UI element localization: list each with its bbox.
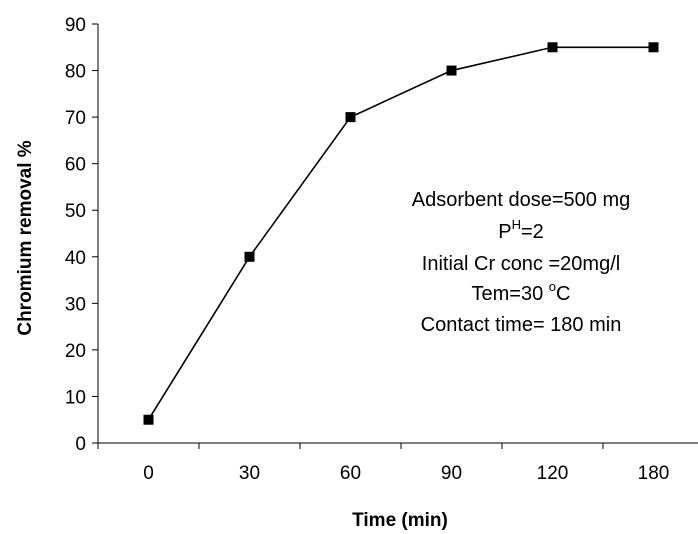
y-tick-label: 90 bbox=[65, 15, 86, 36]
annotation-temp-unit: C bbox=[556, 283, 570, 305]
x-tick-label: 180 bbox=[638, 463, 670, 484]
y-tick-label: 20 bbox=[65, 341, 86, 362]
conditions-annotation: Adsorbent dose=500 mg PH=2 Initial Cr co… bbox=[412, 189, 631, 336]
y-axis: 0 10 20 30 40 50 60 70 80 90 bbox=[65, 15, 99, 455]
x-tick-label: 120 bbox=[537, 463, 569, 484]
series-group bbox=[143, 42, 659, 425]
annotation-ph-sup: H bbox=[512, 217, 521, 232]
annotation-adsorbent-dose: Adsorbent dose=500 mg bbox=[412, 189, 631, 211]
data-point-marker bbox=[648, 42, 659, 53]
y-tick-label: 10 bbox=[65, 387, 86, 408]
x-tick-label: 90 bbox=[441, 463, 462, 484]
y-axis-title: Chromium removal % bbox=[15, 140, 36, 335]
y-tick-label: 30 bbox=[65, 294, 86, 315]
series-line bbox=[147, 46, 654, 421]
y-tick-label: 70 bbox=[65, 108, 86, 129]
x-axis-title: Time (min) bbox=[352, 510, 448, 531]
annotation-ph: PH=2 bbox=[498, 217, 544, 243]
data-point-marker bbox=[547, 42, 558, 53]
data-point-marker bbox=[345, 112, 356, 123]
annotation-ph-value: =2 bbox=[521, 221, 544, 243]
x-tick-label: 30 bbox=[239, 463, 260, 484]
annotation-temperature: Tem=30 oC bbox=[472, 279, 571, 305]
annotation-ph-base: P bbox=[498, 221, 511, 243]
y-tick-label: 40 bbox=[65, 248, 86, 269]
annotation-temp-sup: o bbox=[549, 279, 556, 294]
data-point-marker bbox=[143, 414, 154, 425]
annotation-initial-conc: Initial Cr conc =20mg/l bbox=[422, 253, 620, 275]
y-tick-label: 50 bbox=[65, 201, 86, 222]
x-axis: 0 30 60 90 120 180 bbox=[97, 442, 698, 484]
y-tick-label: 80 bbox=[65, 62, 86, 83]
y-tick-label: 60 bbox=[65, 155, 86, 176]
x-tick-label: 0 bbox=[143, 463, 154, 484]
x-tick-label: 60 bbox=[340, 463, 361, 484]
y-tick-label: 0 bbox=[75, 434, 86, 455]
annotation-contact-time: Contact time= 180 min bbox=[421, 314, 622, 336]
data-point-marker bbox=[244, 251, 255, 262]
annotation-temp-base: Tem=30 bbox=[472, 283, 549, 305]
data-point-marker bbox=[446, 65, 457, 76]
